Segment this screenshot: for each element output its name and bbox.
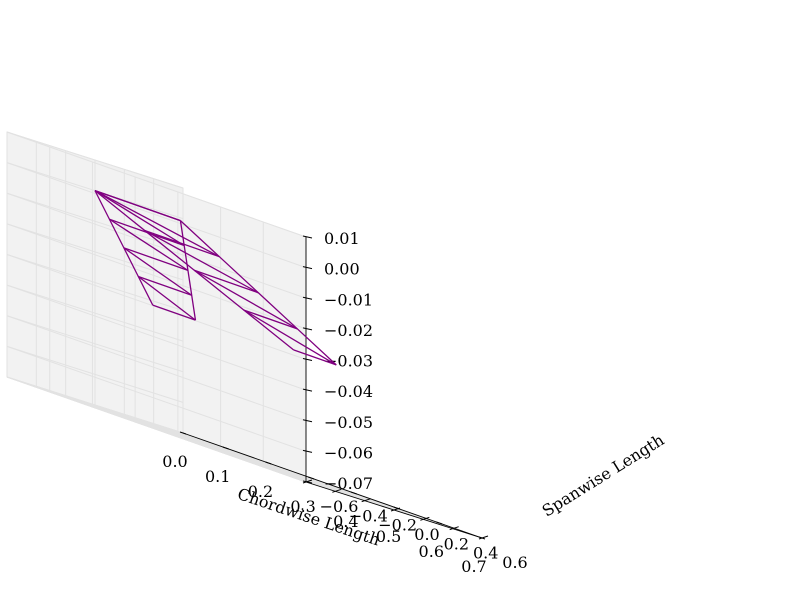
z-tick (302, 327, 313, 331)
gridline-z (6, 162, 307, 269)
y-tick (332, 488, 342, 493)
y-tick (449, 526, 459, 531)
y-tick (478, 535, 489, 540)
wing-panel-left-diagonal (94, 190, 185, 247)
x-tick-label: 0.6 (419, 542, 444, 561)
gridline-z (6, 192, 184, 250)
wing-panel-right-diagonal (243, 309, 337, 366)
z-tick (302, 266, 313, 270)
gridline-z (6, 223, 184, 281)
gridline-y (94, 404, 395, 511)
x-tick-label: 0.1 (205, 467, 230, 486)
x-tick-label: 0.2 (248, 482, 273, 501)
wing-panel-left-chord-line (138, 275, 192, 296)
y-tick-label: −0.6 (320, 497, 359, 516)
gridline-y (124, 413, 424, 520)
wing-panel-right-chord-line (144, 229, 220, 258)
wireframe-mesh (94, 190, 337, 366)
y-tick-label: 0.2 (444, 534, 469, 553)
x-tick-label: 0.7 (461, 557, 486, 576)
gridline-y (153, 423, 453, 530)
gridline-z (6, 284, 307, 391)
z-tick-label: −0.07 (324, 474, 373, 493)
z-tick-label: 0.01 (324, 229, 360, 248)
gridline-y (36, 385, 336, 492)
gridline-z (6, 223, 307, 330)
x-tick (222, 446, 229, 450)
axes-panes (6, 131, 483, 539)
wing-panel-right-chord-line (293, 349, 337, 366)
gridline-z (6, 254, 184, 311)
z-tick-label: −0.06 (324, 443, 373, 462)
gridline-z (6, 192, 307, 299)
z-tick (302, 449, 313, 453)
z-tick-label: 0.00 (324, 260, 360, 279)
x-tick-label: 0.4 (333, 512, 358, 531)
z-tick-label: −0.03 (324, 352, 373, 371)
z-tick (302, 419, 313, 423)
wing-panel-left-diagonal (109, 218, 189, 271)
gridline-z (6, 315, 307, 422)
z-tick (302, 235, 313, 239)
x-tick-label: 0.5 (376, 527, 401, 546)
x-tick (265, 461, 272, 465)
z-tick-label: −0.05 (324, 413, 373, 432)
gridline-z (6, 131, 184, 189)
y-tick-label: −0.2 (378, 516, 417, 535)
axes: 0.00.10.20.30.40.50.60.7−0.6−0.4−0.20.0 0… (162, 229, 527, 576)
z-tick (302, 296, 313, 300)
wing-panel-left-diagonal (123, 247, 193, 296)
wing-panel-right-diagonal (193, 269, 298, 330)
x-tick (307, 476, 315, 480)
z-tick-label: −0.01 (324, 290, 373, 309)
y-tick (420, 516, 430, 521)
wing-panel-left-diagonal (137, 275, 196, 321)
z-tick-label: −0.04 (324, 382, 373, 401)
z-tick (302, 480, 313, 484)
wing-panel-right-chord-line (243, 309, 298, 330)
z-tick (302, 388, 313, 392)
wing-panel-right-chord-line (194, 269, 259, 294)
wing-panel-left-chord-line (123, 247, 189, 271)
gridline-z (6, 376, 184, 434)
y-tick-label: 0.0 (414, 525, 439, 544)
x-tick-label: 0.0 (162, 452, 187, 471)
y-tick (390, 507, 401, 512)
x-tick-label: 0.3 (290, 497, 315, 516)
gridline-z (6, 345, 307, 452)
y-tick-label: 0.6 (502, 553, 527, 572)
x-tick (350, 491, 358, 495)
wing-panel-right-diagonal (144, 229, 259, 294)
gridline-z (6, 315, 184, 373)
z-tick (302, 358, 313, 361)
x-tick (179, 431, 187, 435)
wing-panel-left-chord-line (152, 304, 196, 321)
wing-panel-right-chord-line (94, 190, 181, 222)
gridline-z (6, 131, 307, 238)
y-tick-label: −0.4 (349, 506, 388, 525)
gridline-z (6, 284, 184, 342)
y-tick (361, 498, 371, 503)
x-axis-line (182, 432, 483, 539)
z-tick-label: −0.02 (324, 321, 373, 340)
x-tick (436, 521, 443, 525)
wing-panel-right-diagonal (94, 190, 220, 258)
y-tick-label: 0.4 (473, 544, 498, 563)
gridline-z (6, 376, 307, 483)
gridline-z (6, 345, 184, 403)
y-axis-title: Spanwise Length (539, 430, 668, 520)
gridline-y (65, 395, 365, 502)
